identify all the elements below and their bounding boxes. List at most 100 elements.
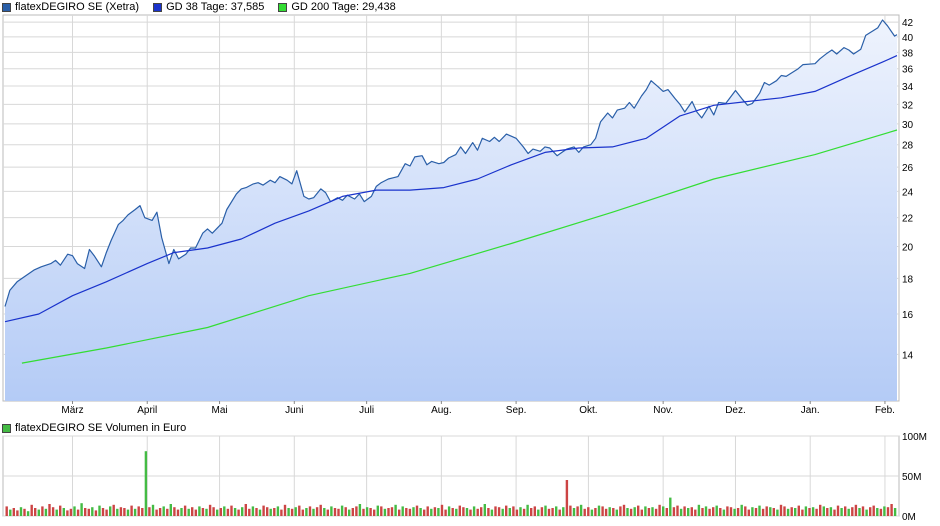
volume-bar xyxy=(872,505,875,516)
volume-bar xyxy=(76,509,80,516)
volume-legend: flatexDEGIRO SE Volumen in Euro xyxy=(2,421,200,435)
volume-bar xyxy=(419,508,422,516)
volume-bar xyxy=(276,506,280,516)
volume-bar xyxy=(687,508,690,516)
y-tick-label: 20 xyxy=(902,243,914,254)
volume-bar xyxy=(255,508,258,516)
volume-bar xyxy=(166,508,169,516)
volume-bar xyxy=(98,505,101,516)
volume-bar xyxy=(701,508,704,516)
volume-bar xyxy=(794,508,797,516)
volume-bar xyxy=(340,505,344,516)
volume-bar xyxy=(555,506,558,516)
volume-bar xyxy=(854,504,858,516)
y-tick-label: 36 xyxy=(902,65,914,76)
volume-bar xyxy=(804,506,808,516)
volume-bar xyxy=(765,506,768,516)
volume-bar xyxy=(144,451,148,516)
volume-bar xyxy=(533,506,536,516)
volume-bar xyxy=(394,504,397,516)
volume-bar xyxy=(565,480,569,516)
volume-bar xyxy=(515,509,519,516)
volume-bar xyxy=(319,504,322,516)
volume-bar xyxy=(622,504,626,516)
volume-bar xyxy=(508,508,511,516)
volume-bar xyxy=(162,506,165,516)
volume-bar xyxy=(262,505,265,516)
volume-bar xyxy=(893,508,897,516)
volume-bar xyxy=(658,504,661,516)
price-legend-label: flatexDEGIRO SE (Xetra) xyxy=(15,1,140,13)
volume-bar xyxy=(44,508,48,516)
y-tick-label: 34 xyxy=(902,82,914,93)
x-tick-label: Okt. xyxy=(579,405,597,416)
volume-bar xyxy=(469,509,472,516)
volume-bar xyxy=(19,507,23,516)
volume-bar xyxy=(433,507,437,516)
volume-bar xyxy=(694,509,697,516)
volume-bar xyxy=(116,508,119,516)
volume-bar xyxy=(126,509,130,516)
volume-bar xyxy=(844,506,847,516)
volume-bar xyxy=(697,504,701,516)
volume-bar xyxy=(440,504,444,516)
volume-bar xyxy=(330,506,333,516)
volume-bar xyxy=(226,508,230,516)
volume-bar xyxy=(829,507,833,516)
x-tick-label: Juli xyxy=(359,405,374,416)
x-tick-label: Mai xyxy=(211,405,227,416)
volume-bar xyxy=(847,508,850,516)
volume-bar xyxy=(526,504,529,516)
volume-bar xyxy=(672,507,676,516)
volume-bar xyxy=(109,506,112,516)
volume-bar xyxy=(223,506,226,516)
volume-bar xyxy=(251,506,255,516)
volume-bar xyxy=(626,508,629,516)
volume-bar xyxy=(23,508,26,516)
x-tick-label: Aug. xyxy=(431,405,452,416)
volume-bar xyxy=(37,509,40,516)
volume-bar xyxy=(612,508,615,516)
volume-bar xyxy=(373,509,376,516)
volume-bar xyxy=(9,509,12,516)
volume-bar xyxy=(112,504,115,516)
volume-bar xyxy=(758,505,761,516)
volume-bar xyxy=(615,509,618,516)
volume-bar xyxy=(572,508,576,516)
volume-bar xyxy=(30,504,33,516)
volume-bar xyxy=(715,505,718,516)
volume-bar xyxy=(501,508,504,516)
volume-bar xyxy=(712,507,715,516)
volume-bar xyxy=(5,506,8,516)
volume-bar xyxy=(244,504,247,516)
volume-bar xyxy=(558,509,561,516)
y-tick-label: 40 xyxy=(902,33,914,44)
volume-bar xyxy=(751,507,754,516)
volume-bar xyxy=(726,506,729,516)
volume-bar xyxy=(879,508,883,516)
volume-bar xyxy=(365,507,369,516)
x-tick-label: April xyxy=(137,405,157,416)
volume-bar xyxy=(290,508,294,516)
volume-bar xyxy=(708,508,711,516)
volume-bar xyxy=(490,509,494,516)
volume-bar xyxy=(644,506,647,516)
volume-bar xyxy=(487,508,490,516)
volume-bar xyxy=(779,504,783,516)
volume-bar xyxy=(647,508,651,516)
volume-bar xyxy=(41,506,44,516)
volume-bar xyxy=(105,509,108,516)
volume-bar xyxy=(861,506,865,516)
volume-bar xyxy=(69,508,73,516)
volume-bar xyxy=(248,508,251,516)
volume-bar xyxy=(790,507,793,516)
volume-bar xyxy=(241,507,244,516)
volume-bar xyxy=(358,504,362,516)
legend-item-volume: flatexDEGIRO SE Volumen in Euro xyxy=(2,422,186,434)
y-tick-label: 18 xyxy=(902,274,914,285)
volume-bar xyxy=(811,507,815,516)
volume-bar xyxy=(169,504,172,516)
volume-bar xyxy=(151,504,155,516)
volume-bar xyxy=(155,509,158,516)
